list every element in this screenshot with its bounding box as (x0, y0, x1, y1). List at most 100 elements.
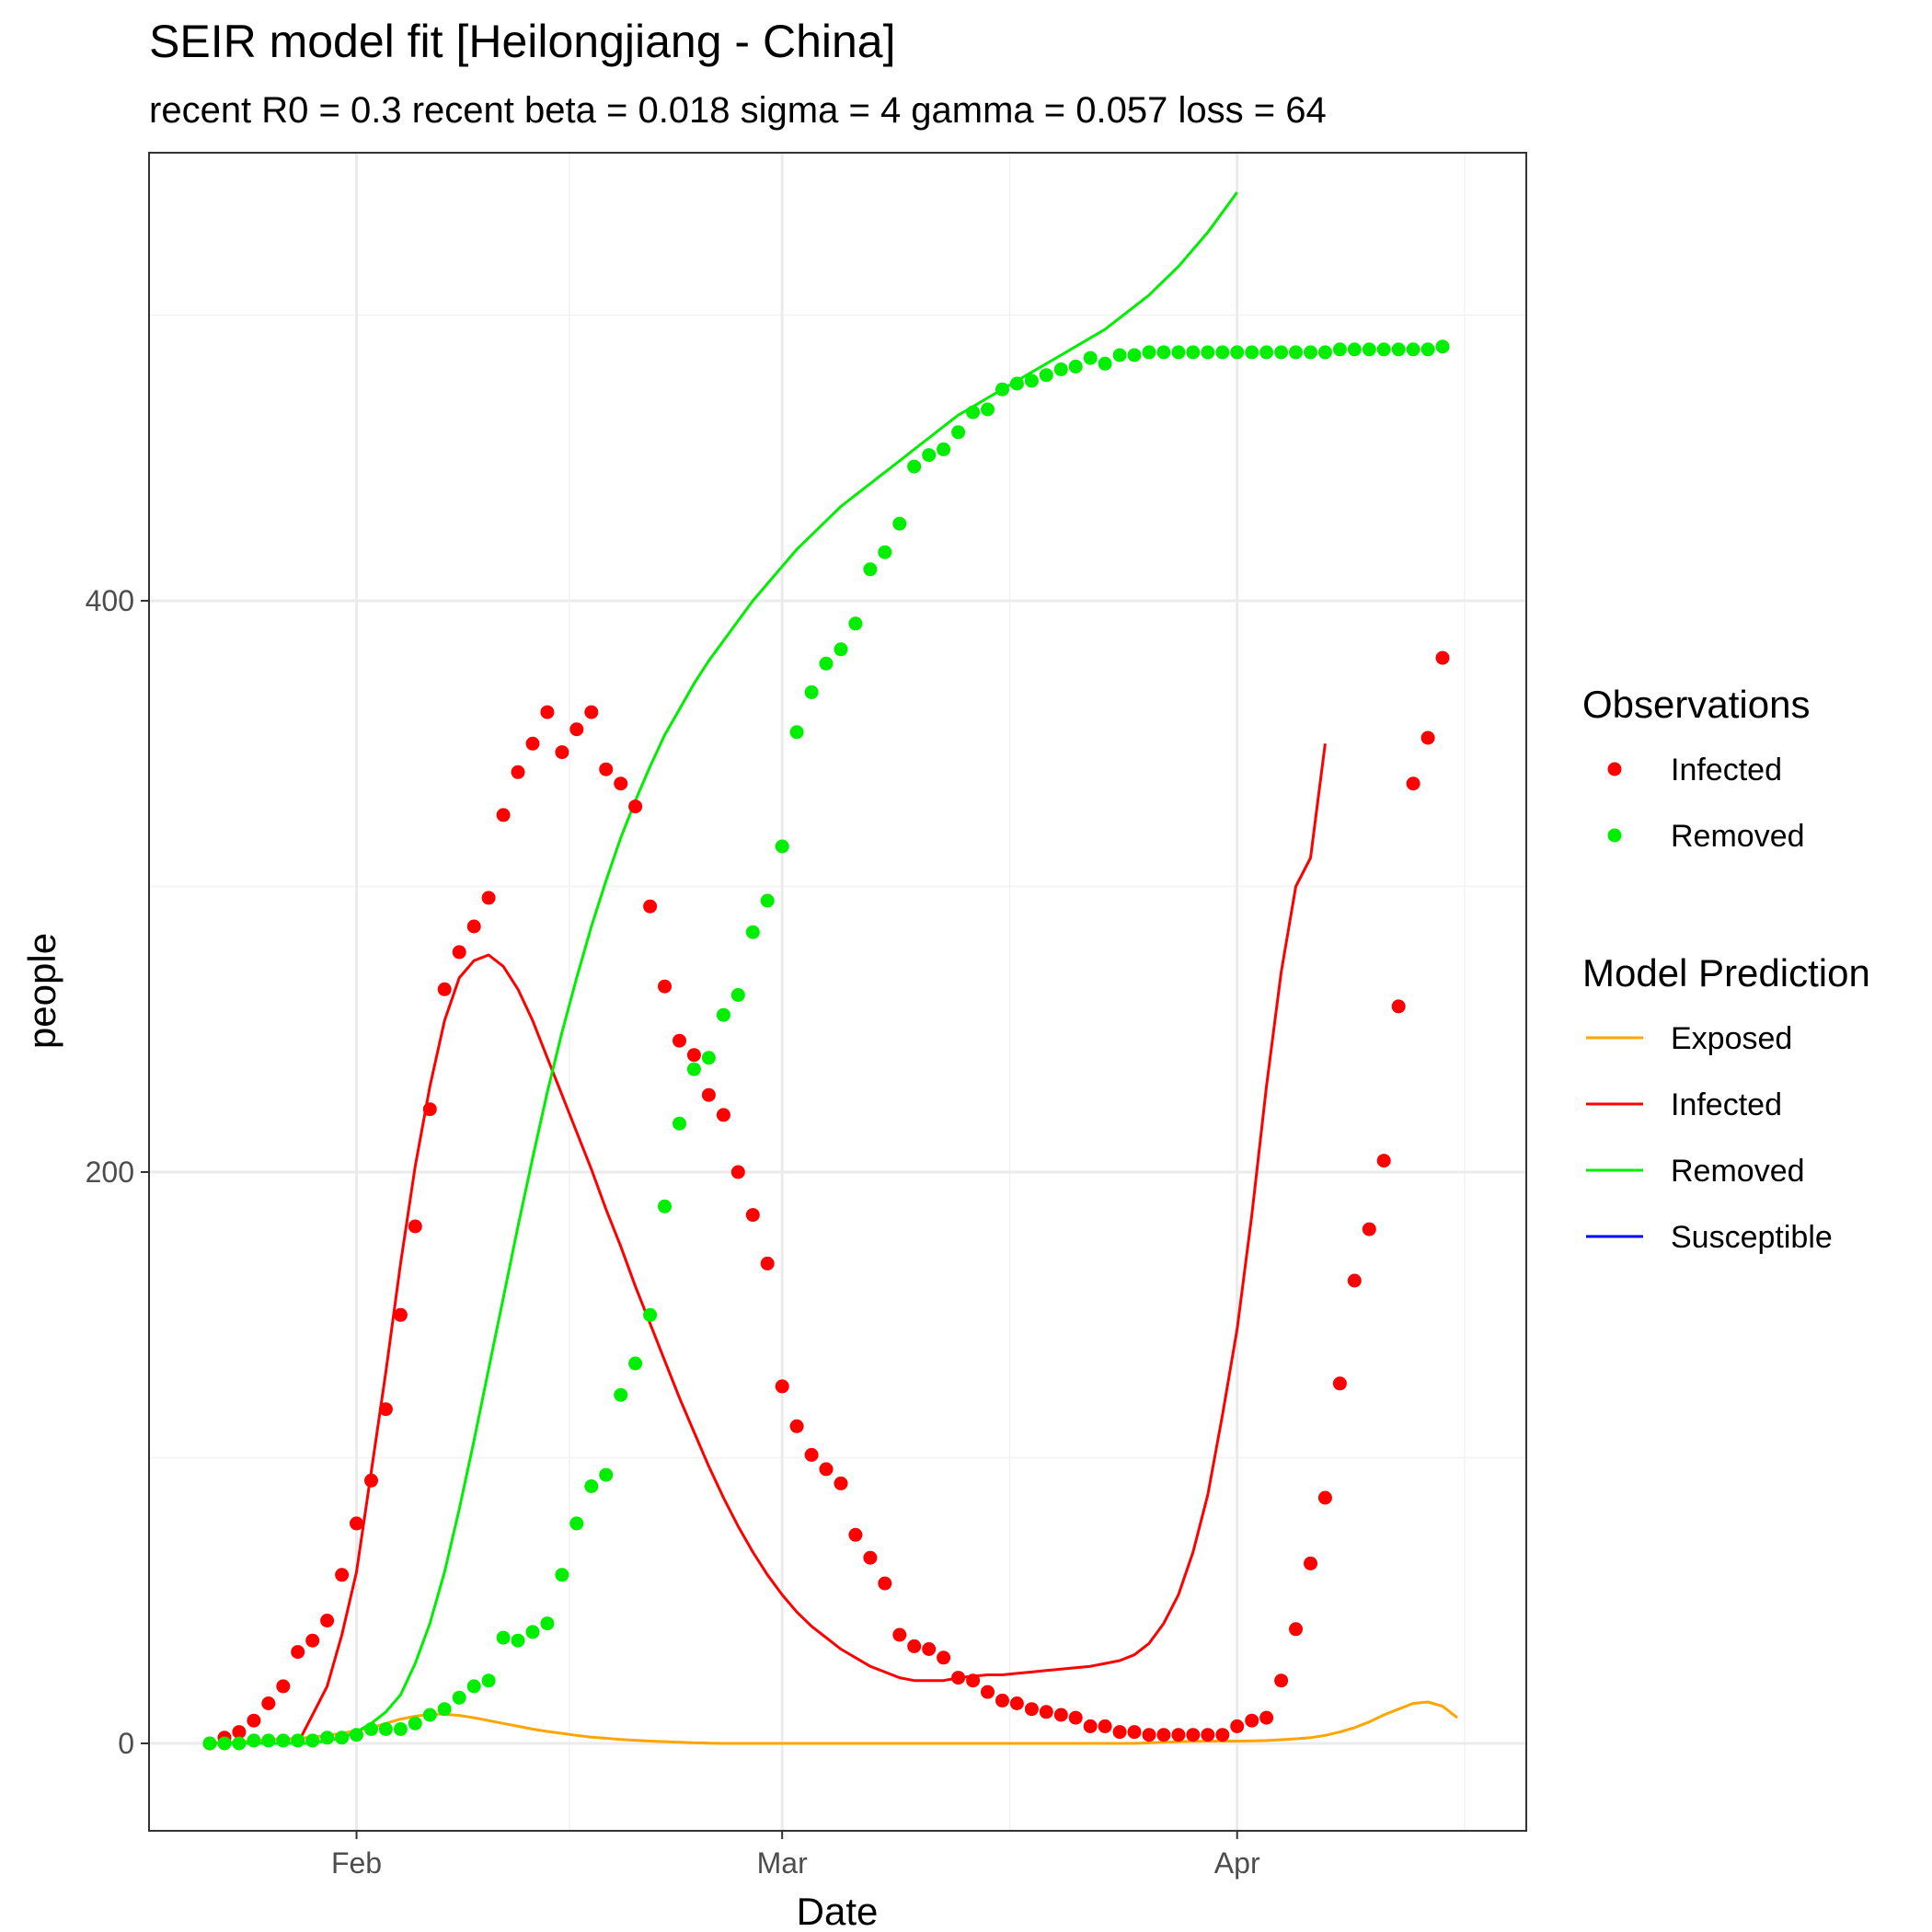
point-removed (364, 1722, 378, 1736)
point-removed (892, 516, 907, 531)
point-removed (922, 448, 937, 463)
legend-label: Removed (1671, 1154, 1805, 1189)
point-infected (378, 1402, 393, 1417)
point-infected (628, 799, 643, 814)
point-removed (1376, 342, 1391, 357)
model-prediction-lines (209, 191, 1458, 1745)
point-removed (1156, 345, 1171, 360)
point-removed (848, 616, 863, 631)
chart-title: SEIR model fit [Heilongjiang - China] (149, 16, 896, 67)
point-removed (276, 1733, 291, 1748)
point-removed (995, 382, 1009, 397)
point-removed (789, 725, 804, 740)
point-infected (1259, 1710, 1274, 1725)
point-removed (701, 1051, 716, 1065)
point-removed (907, 459, 922, 474)
x-tick-label: Apr (1214, 1846, 1260, 1880)
x-axis: Feb Mar Apr (331, 1831, 1260, 1880)
point-infected (1098, 1719, 1112, 1733)
point-removed (760, 893, 775, 908)
point-removed (525, 1625, 540, 1639)
point-infected (466, 919, 481, 934)
point-infected (1420, 730, 1435, 745)
point-removed (951, 425, 966, 440)
point-removed (614, 1387, 628, 1402)
point-removed (863, 562, 878, 577)
point-removed (452, 1690, 466, 1705)
point-infected (760, 1256, 775, 1271)
point-infected (320, 1614, 335, 1627)
point-infected (276, 1679, 291, 1694)
point-infected (1053, 1708, 1068, 1722)
plot-background (149, 153, 1526, 1831)
point-infected (643, 899, 658, 914)
point-removed (555, 1568, 569, 1582)
plot-panel-border (148, 152, 1527, 1832)
point-infected (1289, 1622, 1303, 1637)
point-removed (496, 1630, 511, 1645)
point-removed (1435, 339, 1450, 354)
point-infected (1274, 1673, 1289, 1688)
point-removed (540, 1616, 555, 1631)
point-removed (1304, 345, 1317, 360)
point-infected (878, 1576, 892, 1591)
point-removed (745, 925, 760, 939)
point-removed (775, 839, 789, 854)
point-removed (1024, 374, 1039, 388)
point-infected (291, 1645, 305, 1660)
point-infected (937, 1650, 951, 1665)
point-removed (1245, 345, 1259, 360)
point-infected (481, 891, 496, 905)
point-removed (1186, 345, 1201, 360)
legend-label: Removed (1671, 819, 1805, 854)
point-infected (789, 1419, 804, 1433)
point-removed (569, 1516, 584, 1531)
point-removed (1274, 345, 1289, 360)
point-infected (511, 765, 525, 779)
y-tick-label: 0 (118, 1727, 134, 1760)
legend-title: Model Prediction (1582, 951, 1870, 995)
point-infected (673, 1033, 686, 1048)
point-infected (686, 1048, 701, 1063)
point-infected (1171, 1728, 1186, 1742)
point-removed (1127, 348, 1142, 362)
point-infected (408, 1219, 422, 1234)
point-infected (1009, 1696, 1024, 1710)
point-infected (437, 982, 452, 996)
major-gridlines (149, 153, 1526, 1831)
point-infected (1112, 1725, 1127, 1740)
point-infected (393, 1307, 408, 1322)
point-infected (658, 979, 672, 994)
point-removed (1112, 348, 1127, 362)
point-removed (393, 1722, 408, 1736)
point-infected (730, 1165, 745, 1179)
point-removed (1230, 345, 1245, 360)
point-infected (863, 1550, 878, 1565)
point-infected (966, 1673, 981, 1688)
point-removed (1039, 368, 1053, 383)
point-removed (1171, 345, 1186, 360)
point-removed (1142, 345, 1156, 360)
point-removed (834, 642, 848, 657)
point-infected (848, 1527, 863, 1542)
point-removed (1009, 376, 1024, 391)
legend-key-point (1607, 828, 1622, 843)
point-infected (1142, 1728, 1156, 1742)
point-removed (643, 1307, 658, 1322)
point-infected (1347, 1273, 1362, 1288)
x-axis-title: Date (797, 1890, 879, 1932)
x-tick-label: Feb (331, 1846, 382, 1880)
point-removed (804, 684, 819, 699)
point-removed (599, 1467, 614, 1482)
point-removed (511, 1633, 525, 1648)
point-removed (1289, 345, 1303, 360)
point-infected (569, 722, 584, 737)
point-infected (716, 1108, 730, 1122)
point-infected (1391, 999, 1406, 1014)
point-removed (937, 442, 951, 456)
point-infected (775, 1379, 789, 1394)
line-infected (210, 743, 1327, 1745)
point-removed (981, 402, 995, 417)
point-removed (730, 988, 745, 1002)
